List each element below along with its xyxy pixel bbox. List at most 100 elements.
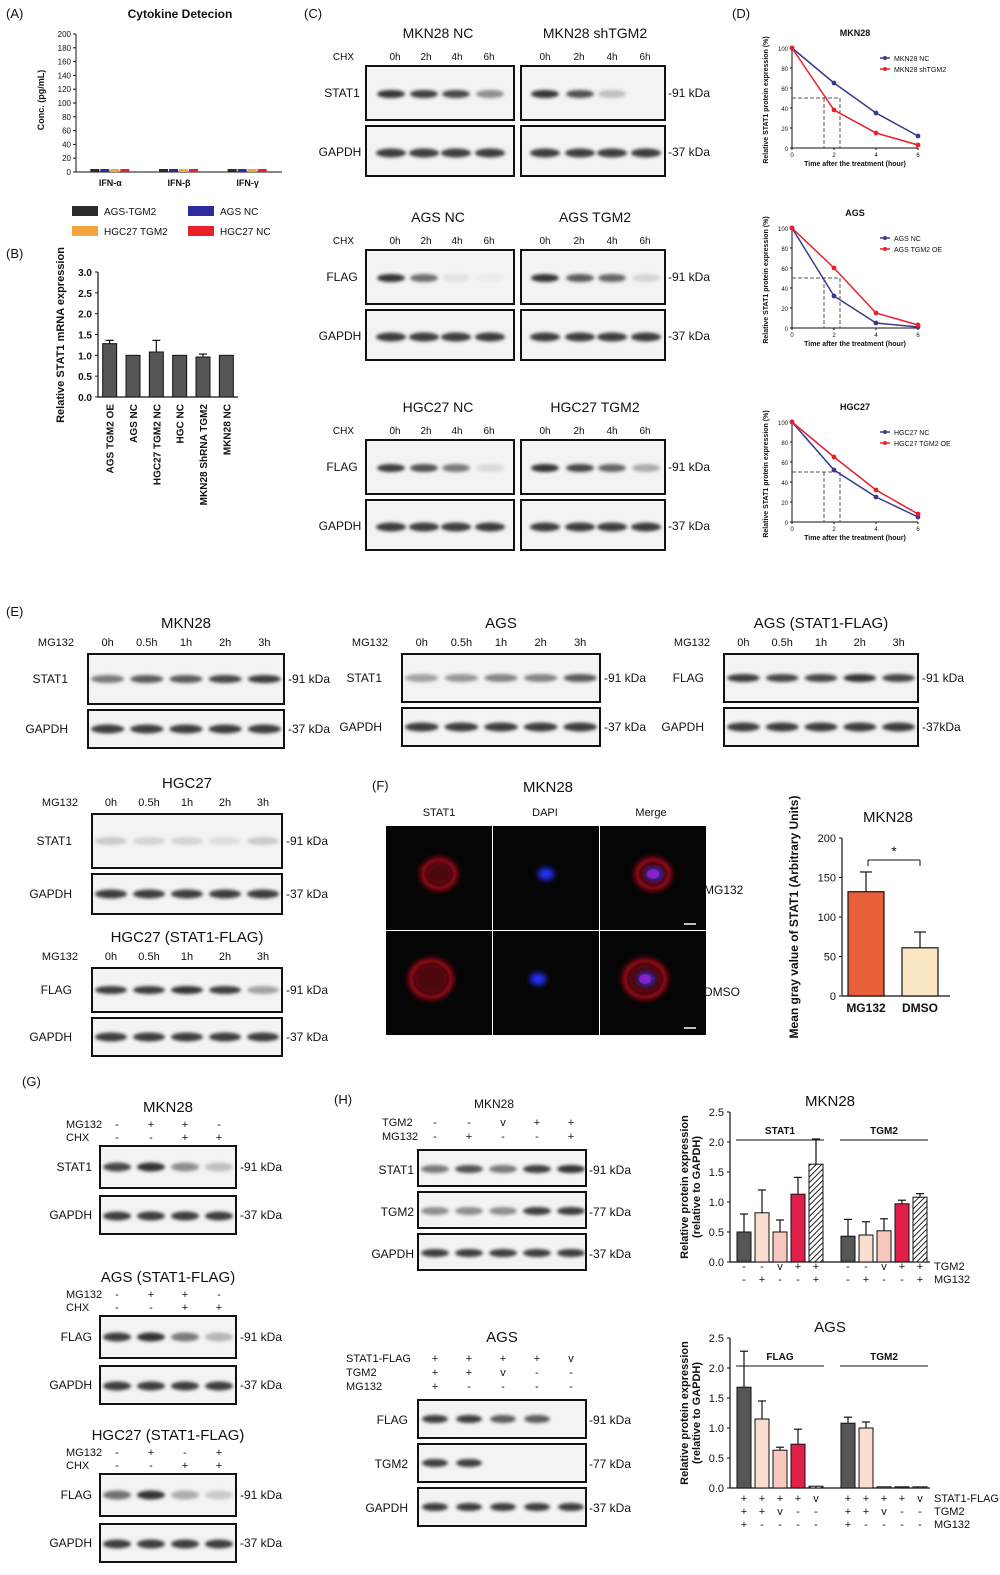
bar-AGS-TGM2 (90, 169, 100, 172)
x-tick-label: IFN-β (168, 178, 191, 188)
legend-label: AGS NC (220, 207, 258, 218)
condition-sign: - (814, 1519, 818, 1531)
protein-label: GAPDH (365, 1501, 408, 1515)
band (405, 722, 439, 732)
band (597, 148, 627, 158)
condition-sign: + (568, 1117, 574, 1129)
condition-sign: + (568, 1131, 574, 1143)
bar (808, 1485, 824, 1489)
bar (218, 354, 234, 398)
condition-label: MG132 (674, 637, 710, 649)
band (804, 722, 838, 732)
band (247, 837, 279, 845)
legend-marker (883, 430, 887, 434)
condition-label: TGM2 (346, 1367, 377, 1379)
bar (102, 343, 118, 398)
band (209, 986, 241, 994)
time-label: 6h (639, 52, 650, 63)
cell-body (415, 965, 447, 993)
condition-sign: - (115, 1302, 119, 1314)
band (455, 1249, 483, 1257)
band (523, 1207, 551, 1215)
y-tick-label: 0 (67, 168, 72, 177)
band (422, 1459, 448, 1467)
condition-sign: + (917, 1274, 923, 1286)
time-label: 2h (420, 236, 431, 247)
condition-sign: - (796, 1506, 800, 1518)
data-point (873, 320, 879, 326)
data-point (873, 130, 879, 136)
condition-sign: + (759, 1493, 765, 1505)
condition-sign: + (216, 1132, 222, 1144)
band (531, 90, 559, 98)
bar-HGC27 NC (120, 169, 130, 172)
condition-sign: + (759, 1506, 765, 1518)
band (530, 148, 560, 158)
band (171, 1211, 199, 1221)
band (95, 837, 127, 845)
condition-label: CHX (66, 1132, 90, 1144)
condition-sign: - (918, 1519, 922, 1531)
band (205, 1539, 233, 1549)
protein-label: GAPDH (29, 1030, 72, 1044)
time-label: 0h (105, 797, 117, 809)
condition-sign: + (466, 1367, 472, 1379)
blot-title: HGC27 (STAT1-FLAG) (92, 1427, 245, 1444)
band (421, 1249, 449, 1257)
y-tick-label: 150 (818, 873, 836, 885)
condition-sign: - (778, 1274, 782, 1286)
bar-AGS NC (169, 169, 178, 172)
condition-sign: + (899, 1261, 905, 1273)
band (727, 674, 760, 682)
group-label: FLAG (766, 1352, 793, 1363)
band (804, 674, 838, 682)
y-tick-label: 0 (785, 147, 789, 153)
condition-label: MG132 (66, 1289, 102, 1301)
condition-sign: - (149, 1132, 153, 1144)
band (409, 522, 439, 532)
kda-label: -91 kDa (604, 671, 646, 685)
band (410, 274, 438, 282)
y-tick-label: 0.0 (78, 393, 92, 404)
bar (858, 1427, 874, 1489)
condition-sign: - (918, 1506, 922, 1518)
bar (754, 1418, 770, 1489)
bar-AGS NC (237, 169, 247, 172)
legend-marker (883, 67, 887, 71)
condition-label: MG132 (382, 1131, 418, 1143)
y-tick-label: 2.5 (709, 1107, 724, 1119)
band (727, 722, 760, 732)
condition-sign: + (148, 1289, 154, 1301)
band (523, 1249, 551, 1257)
x-tick-label: AGS TGM2 OE (106, 404, 117, 474)
band (598, 90, 626, 98)
condition-sign: - (149, 1302, 153, 1314)
bar (790, 1193, 806, 1263)
nucleus-stain (530, 973, 546, 985)
condition-sign: + (899, 1493, 905, 1505)
y-tick-label: 120 (58, 85, 72, 94)
kda-label: -91 kDa (589, 1413, 631, 1427)
condition-sign: + (863, 1274, 869, 1286)
band (476, 90, 504, 98)
protein-label: GAPDH (29, 887, 72, 901)
bar-AGS-TGM2 (159, 169, 168, 172)
condition-sign: - (900, 1506, 904, 1518)
band (476, 274, 504, 282)
condition-label: TGM2 (934, 1261, 965, 1273)
time-label: 6h (639, 426, 650, 437)
legend-label: AGS TGM2 OE (894, 247, 942, 254)
band (103, 1332, 131, 1342)
bar (790, 1443, 806, 1489)
protein-label: TGM2 (381, 1205, 415, 1219)
band (95, 986, 127, 994)
band (103, 1381, 131, 1391)
band (523, 1165, 551, 1173)
condition-sign: - (742, 1274, 746, 1286)
band (133, 1032, 165, 1042)
y-tick-label: 0 (830, 991, 836, 1003)
condition-sign: + (534, 1353, 540, 1365)
condition-sign: + (182, 1460, 188, 1472)
protein-label: FLAG (61, 1330, 92, 1344)
band (133, 837, 165, 845)
